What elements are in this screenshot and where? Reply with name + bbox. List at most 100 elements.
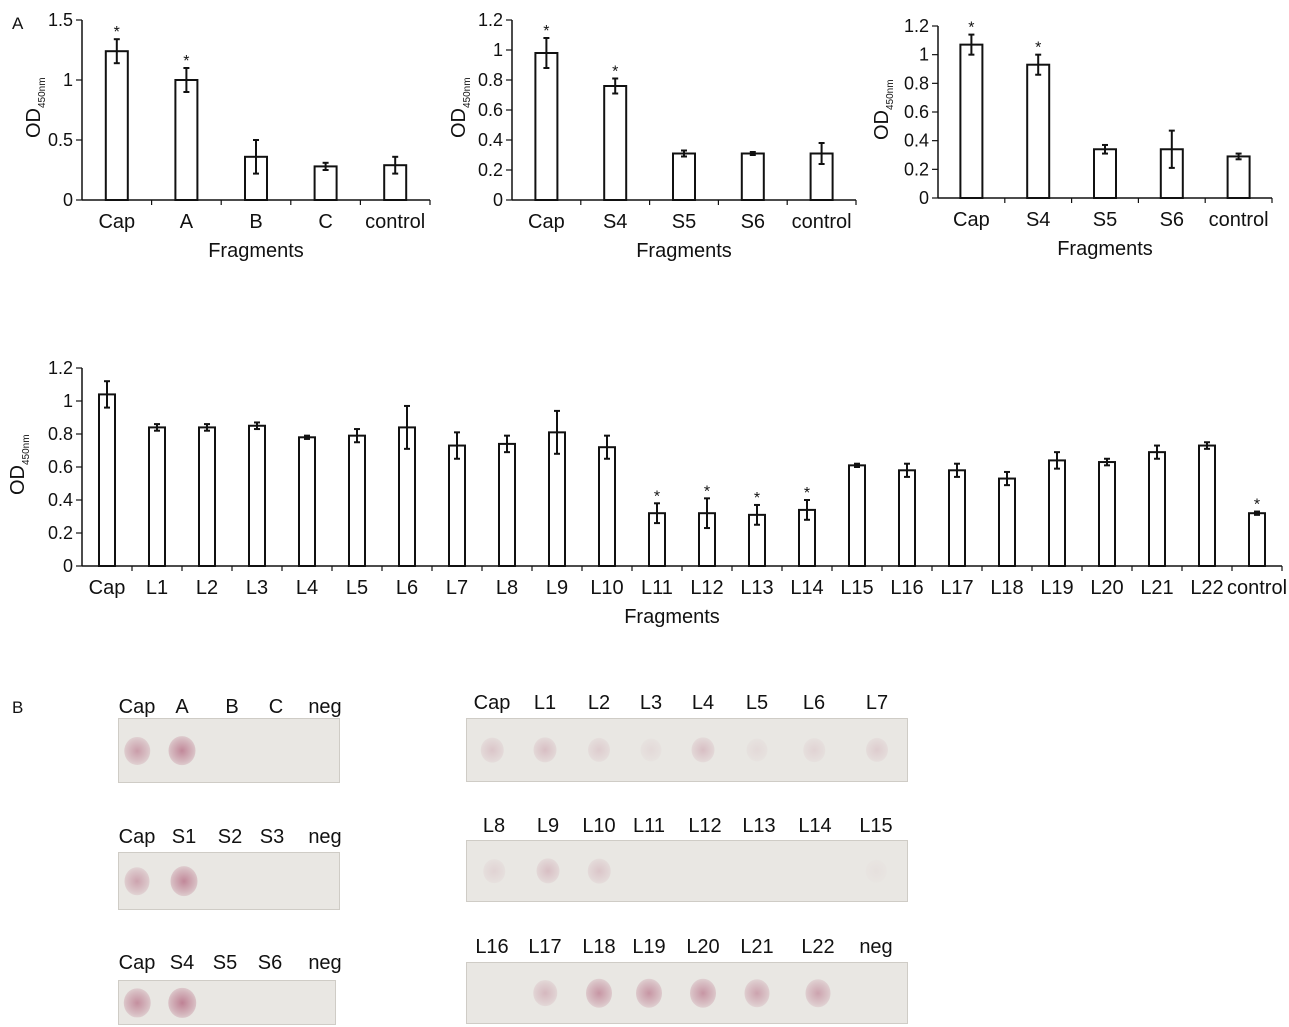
blot-dot-Cap: [480, 737, 504, 763]
blot-dot-Cap: [123, 987, 151, 1018]
blot-label-L8: L8: [482, 815, 506, 837]
x-tick-label: L9: [546, 577, 568, 599]
bar-L21: [1148, 451, 1166, 567]
x-tick-label: Cap: [89, 577, 126, 599]
x-tick-label: A: [180, 211, 194, 233]
blot-label-A: A: [175, 696, 189, 718]
y-tick-label: 1: [493, 40, 503, 60]
y-tick-label: 0.4: [904, 131, 929, 151]
blot-label-C: C: [268, 696, 284, 718]
blot-label-L11: L11: [633, 815, 665, 837]
x-tick-label: S6: [741, 211, 765, 233]
bar-control: [1226, 155, 1251, 199]
y-tick-label: 0.2: [904, 159, 929, 179]
blot-label-L12: L12: [688, 815, 722, 837]
blot-dot-L4: [691, 737, 715, 763]
blot-dot-A: [168, 735, 196, 766]
blot-dot-L2: [588, 737, 610, 763]
y-tick-label: 0: [919, 188, 929, 208]
blot-dot-L8: [483, 859, 505, 883]
blot-label-L21: L21: [740, 936, 774, 958]
blot-dot-S4: [168, 987, 196, 1018]
x-tick-label: Cap: [528, 211, 565, 233]
x-axis-label: Fragments: [636, 240, 732, 262]
x-tick-label: L14: [790, 577, 823, 599]
bar-control: [1248, 512, 1266, 568]
y-tick-label: 0.4: [48, 490, 73, 510]
y-tick-label: 0.2: [478, 160, 503, 180]
blot-label-L15: L15: [859, 815, 893, 837]
significance-star: *: [654, 488, 660, 505]
blot-label-S4: S4: [169, 952, 195, 974]
bar-Cap: [98, 393, 116, 567]
y-axis-label: OD450nm: [448, 77, 473, 138]
bar-C: [313, 165, 338, 201]
x-tick-label: Cap: [953, 209, 990, 231]
y-tick-label: 0.8: [478, 70, 503, 90]
y-axis-label: OD450nm: [7, 434, 32, 495]
x-axis-label: Fragments: [1057, 238, 1153, 260]
bar-L15: [848, 464, 866, 568]
x-tick-label: C: [318, 211, 332, 233]
x-tick-label: control: [792, 211, 852, 233]
bar-L5: [348, 434, 366, 567]
blot-dot-S1: [170, 866, 198, 896]
x-tick-label: L7: [446, 577, 468, 599]
blot-label-L17: L17: [528, 936, 562, 958]
x-axis-label: Fragments: [624, 606, 720, 628]
blot-label-neg: neg: [308, 826, 342, 848]
x-tick-label: control: [365, 211, 425, 233]
chart-2: 0 0.2 0.4 0.6 0.8 1 1.2 OD450nm * Cap * S4 S5 S6 contr…: [448, 10, 857, 262]
blot-label-S6: S6: [257, 952, 283, 974]
y-tick-label: 1.5: [48, 10, 73, 30]
blot-label-Cap: Cap: [118, 696, 156, 718]
significance-star: *: [543, 23, 549, 40]
y-tick-label: 0.8: [48, 424, 73, 444]
blot-strip-2: [118, 852, 340, 910]
significance-star: *: [704, 483, 710, 500]
bar-L20: [1098, 461, 1116, 567]
y-tick-label: 1: [919, 45, 929, 65]
blot-label-L13: L13: [742, 815, 776, 837]
blot-label-L2: L2: [587, 692, 611, 714]
blot-dot-L3: [640, 738, 662, 762]
significance-star: *: [804, 485, 810, 502]
bar-L16: [898, 469, 916, 567]
blot-dot-L17: [533, 980, 557, 1006]
y-tick-label: 0.8: [904, 73, 929, 93]
x-tick-label: L17: [940, 577, 973, 599]
x-tick-label: L15: [840, 577, 873, 599]
x-axis-label: Fragments: [208, 240, 304, 262]
x-tick-label: L10: [590, 577, 623, 599]
bar-S4: [603, 85, 628, 201]
blot-label-L18: L18: [582, 936, 616, 958]
bar-S6: [740, 152, 765, 201]
x-tick-label: L22: [1190, 577, 1223, 599]
blot-label-neg: neg: [308, 952, 342, 974]
blot-strip-1: [118, 718, 340, 783]
bar-A: [174, 79, 199, 201]
blot-label-Cap: Cap: [118, 826, 156, 848]
x-tick-label: L6: [396, 577, 418, 599]
y-tick-label: 1.2: [904, 16, 929, 36]
blot-label-L22: L22: [801, 936, 835, 958]
blot-label-L20: L20: [686, 936, 720, 958]
x-tick-label: L8: [496, 577, 518, 599]
y-tick-label: 1.2: [48, 358, 73, 378]
x-tick-label: L5: [346, 577, 368, 599]
x-tick-label: L18: [990, 577, 1023, 599]
significance-star: *: [612, 64, 618, 81]
significance-star: *: [114, 24, 120, 41]
blot-label-L3: L3: [639, 692, 663, 714]
blot-label-Cap: Cap: [118, 952, 156, 974]
x-tick-label: L2: [196, 577, 218, 599]
bar-L17: [948, 469, 966, 567]
bar-L1: [148, 426, 166, 567]
blot-dot-L15: [865, 859, 887, 883]
blot-dot-L7: [866, 737, 888, 763]
bar-Cap: [959, 43, 984, 200]
blot-label-L5: L5: [745, 692, 769, 714]
x-tick-label: S4: [603, 211, 627, 233]
blot-strip-4: [466, 718, 908, 782]
